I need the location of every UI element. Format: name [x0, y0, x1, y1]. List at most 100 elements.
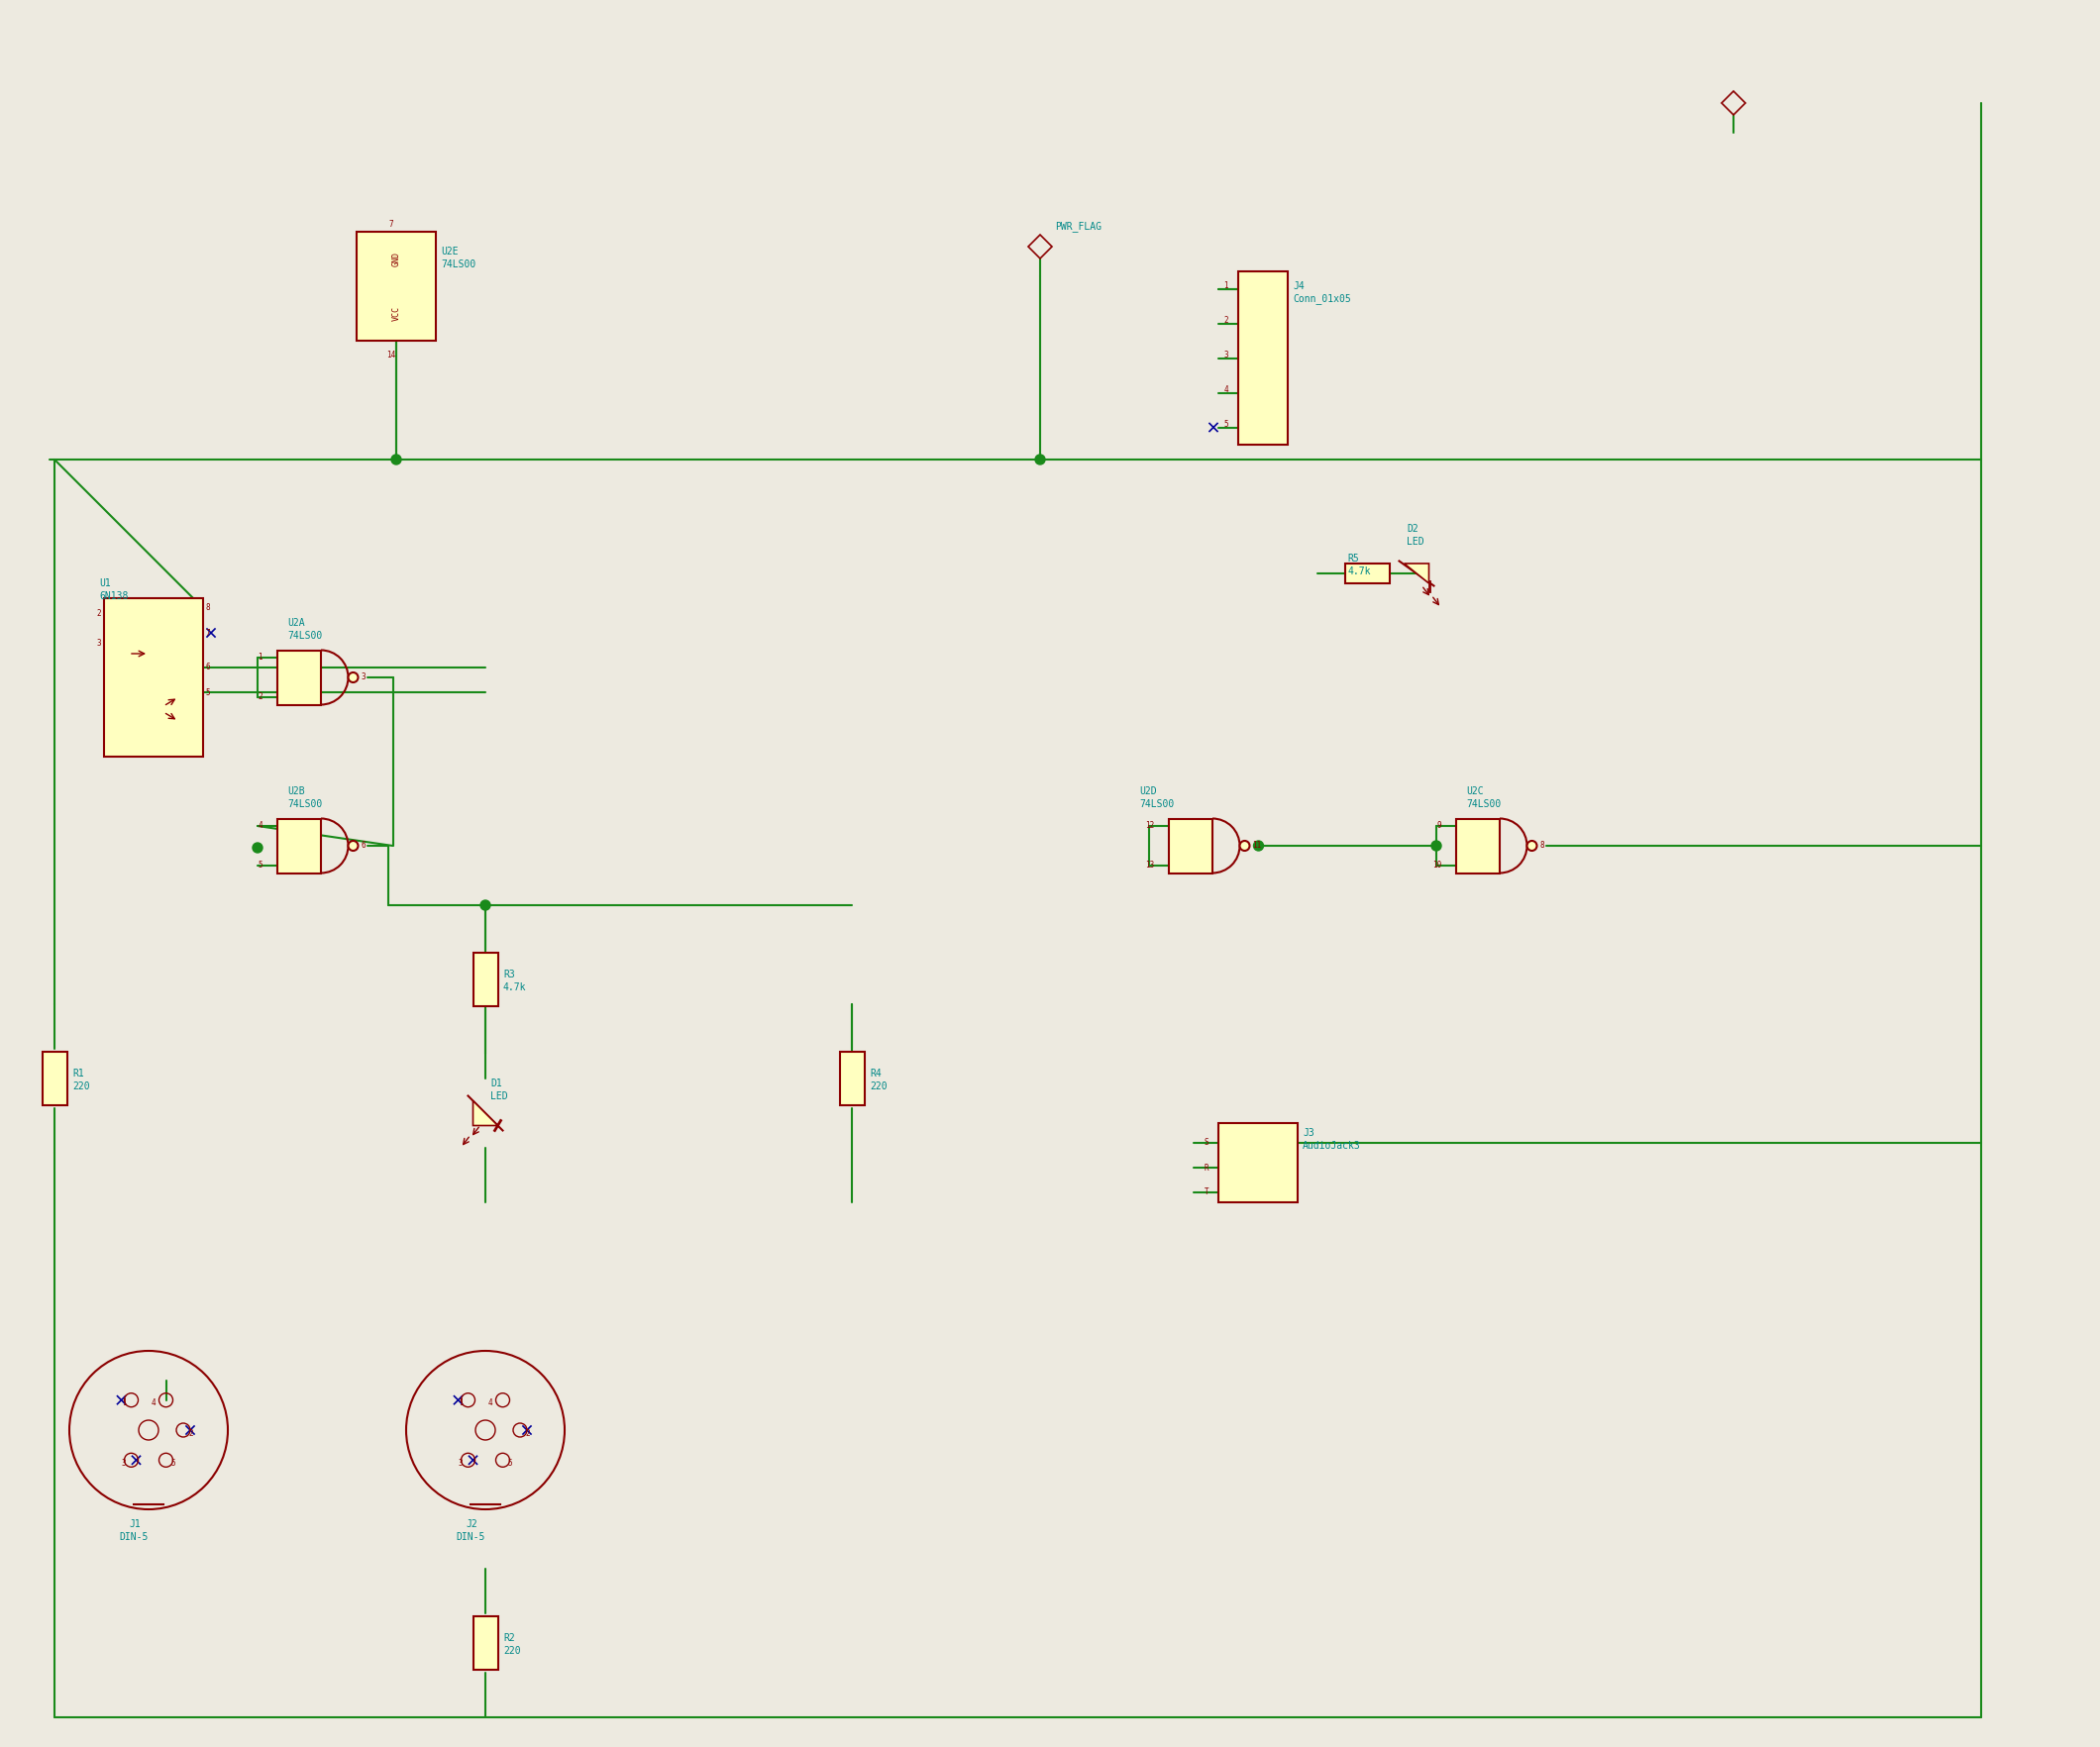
Text: 8: 8 — [206, 604, 210, 613]
Text: 74LS00: 74LS00 — [288, 631, 321, 641]
Text: PWR_FLAG: PWR_FLAG — [1054, 222, 1102, 232]
Text: 14: 14 — [386, 351, 397, 360]
Text: U2D: U2D — [1138, 786, 1157, 797]
Circle shape — [1432, 840, 1441, 851]
Text: 2: 2 — [525, 1429, 529, 1438]
Text: 3: 3 — [1224, 351, 1228, 360]
Polygon shape — [1405, 564, 1428, 583]
Text: 74LS00: 74LS00 — [441, 260, 477, 269]
Bar — [357, 232, 437, 341]
Text: DIN-5: DIN-5 — [456, 1532, 485, 1543]
Bar — [105, 597, 204, 756]
Text: 2: 2 — [189, 1429, 193, 1438]
Circle shape — [252, 842, 262, 853]
Bar — [1344, 564, 1390, 583]
Circle shape — [349, 673, 359, 683]
Text: 1: 1 — [258, 653, 262, 662]
Text: 4: 4 — [1224, 386, 1228, 395]
Text: 3: 3 — [361, 673, 365, 681]
Text: 6N138: 6N138 — [99, 590, 128, 601]
Text: R2: R2 — [504, 1633, 514, 1642]
Text: J3: J3 — [1302, 1129, 1315, 1137]
Bar — [472, 1616, 498, 1670]
Text: S: S — [1203, 1139, 1208, 1148]
Text: 7: 7 — [206, 629, 210, 638]
Text: 5: 5 — [258, 861, 262, 870]
Text: 7: 7 — [388, 220, 393, 229]
Text: 4.7k: 4.7k — [504, 982, 527, 992]
Text: 5: 5 — [206, 688, 210, 697]
Text: AudioJack3: AudioJack3 — [1302, 1141, 1361, 1151]
Circle shape — [1527, 840, 1537, 851]
Text: U2B: U2B — [288, 786, 304, 797]
Text: R: R — [1203, 1164, 1208, 1172]
Text: 4: 4 — [258, 821, 262, 830]
Text: R5: R5 — [1348, 554, 1359, 564]
Text: J1: J1 — [128, 1520, 141, 1529]
Text: 2: 2 — [97, 608, 101, 617]
Text: 11: 11 — [1252, 842, 1262, 851]
Text: LED: LED — [1407, 536, 1424, 547]
Text: 5: 5 — [508, 1459, 512, 1467]
Text: 10: 10 — [1432, 861, 1441, 870]
Text: T: T — [1203, 1188, 1208, 1197]
Text: U2A: U2A — [288, 618, 304, 627]
Text: 6: 6 — [361, 842, 365, 851]
Bar — [1239, 271, 1287, 445]
Text: 5: 5 — [1224, 419, 1228, 428]
Text: R1: R1 — [71, 1069, 84, 1078]
Bar — [840, 1052, 865, 1106]
Text: 8: 8 — [1539, 842, 1544, 851]
Text: R3: R3 — [504, 970, 514, 980]
Text: U2E: U2E — [441, 246, 458, 257]
Bar — [1455, 819, 1499, 874]
Text: Conn_01x05: Conn_01x05 — [1294, 293, 1350, 304]
Text: VCC: VCC — [393, 306, 401, 321]
Text: 2: 2 — [1224, 316, 1228, 325]
Text: 2: 2 — [258, 694, 262, 702]
Bar — [277, 819, 321, 874]
Text: 3: 3 — [458, 1459, 464, 1467]
Text: 220: 220 — [504, 1646, 521, 1656]
Text: 3: 3 — [97, 638, 101, 646]
Text: DIN-5: DIN-5 — [120, 1532, 147, 1543]
Text: 3: 3 — [122, 1459, 126, 1467]
Text: U2C: U2C — [1466, 786, 1483, 797]
Text: 74LS00: 74LS00 — [1138, 798, 1174, 809]
Text: 6: 6 — [206, 664, 210, 673]
Text: 4.7k: 4.7k — [1348, 566, 1371, 577]
Bar — [1218, 1123, 1298, 1202]
Bar — [277, 650, 321, 704]
Text: 13: 13 — [1144, 861, 1155, 870]
Text: 4: 4 — [487, 1399, 494, 1408]
Text: R4: R4 — [869, 1069, 882, 1078]
Text: 220: 220 — [869, 1081, 886, 1092]
Text: 1: 1 — [458, 1399, 464, 1408]
Circle shape — [391, 454, 401, 465]
Circle shape — [349, 840, 359, 851]
Text: 220: 220 — [71, 1081, 90, 1092]
Text: GND: GND — [393, 252, 401, 266]
Circle shape — [1035, 454, 1046, 465]
Text: D2: D2 — [1407, 524, 1418, 535]
Text: 4: 4 — [151, 1399, 155, 1408]
Text: 74LS00: 74LS00 — [288, 798, 321, 809]
Text: 5: 5 — [170, 1459, 176, 1467]
Text: 1: 1 — [1224, 281, 1228, 290]
Text: LED: LED — [489, 1092, 508, 1101]
Text: J4: J4 — [1294, 281, 1304, 292]
Text: 9: 9 — [1436, 821, 1441, 830]
Circle shape — [1239, 840, 1249, 851]
Text: J2: J2 — [466, 1520, 477, 1529]
Text: 12: 12 — [1144, 821, 1155, 830]
Polygon shape — [472, 1101, 498, 1125]
Bar — [472, 952, 498, 1006]
Text: U1: U1 — [99, 578, 111, 589]
Bar — [42, 1052, 67, 1106]
Text: D1: D1 — [489, 1078, 502, 1088]
Circle shape — [481, 900, 489, 910]
Bar — [1170, 819, 1212, 874]
Circle shape — [1254, 840, 1264, 851]
Text: 1: 1 — [122, 1399, 126, 1408]
Text: 74LS00: 74LS00 — [1466, 798, 1502, 809]
